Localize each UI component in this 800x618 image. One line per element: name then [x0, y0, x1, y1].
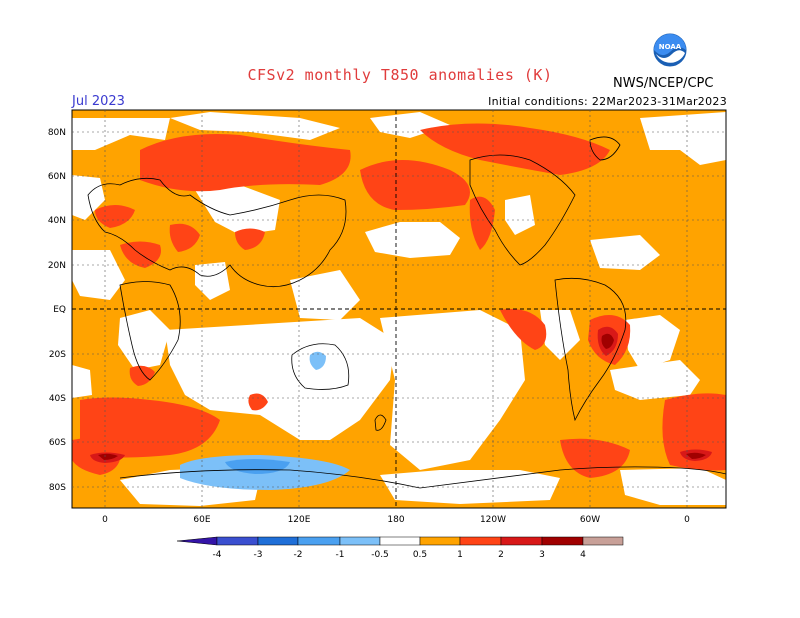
- lon-label: 120W: [480, 515, 506, 525]
- colorbar-tick-label: 3: [539, 550, 545, 560]
- colorbar-tick-label: 0.5: [413, 550, 427, 560]
- lon-label: 60E: [193, 515, 210, 525]
- lat-label: 20N: [48, 261, 66, 271]
- longitude-labels: 0 60E 120E 180 120W 60W 0: [102, 515, 690, 525]
- colorbar-tick-label: 2: [498, 550, 504, 560]
- lat-label: 40S: [49, 394, 66, 404]
- lat-label: 60N: [48, 172, 66, 182]
- very-strong-warm-regions: [98, 333, 706, 460]
- latitude-labels: 80N 60N 40N 20N EQ 20S 40S 60S 80S: [48, 128, 66, 493]
- noaa-logo: NOAA: [652, 32, 688, 68]
- colorbar: [176, 536, 624, 546]
- colorbar-tick-label: -4: [213, 550, 222, 560]
- colorbar-segment: [419, 536, 461, 546]
- coastlines: [87, 136, 726, 489]
- colorbar-segment: [582, 536, 624, 546]
- colorbar-tick-label: -2: [294, 550, 303, 560]
- colorbar-tick-label: 4: [580, 550, 586, 560]
- lon-label: 0: [102, 515, 108, 525]
- lon-label: 0: [684, 515, 690, 525]
- logo-text: NOAA: [659, 43, 682, 51]
- colorbar-segment: [379, 536, 421, 546]
- lon-label: 120E: [288, 515, 311, 525]
- lat-label: EQ: [53, 305, 66, 315]
- lat-label: 40N: [48, 216, 66, 226]
- lon-label: 60W: [580, 515, 600, 525]
- lon-label: 180: [387, 515, 404, 525]
- colorbar-segment: [257, 536, 299, 546]
- graticule: [72, 110, 726, 508]
- colorbar-segment: [500, 536, 543, 546]
- lat-label: 20S: [49, 350, 66, 360]
- colorbar-tick-label: -0.5: [371, 550, 389, 560]
- colorbar-segment: [339, 536, 381, 546]
- colorbar-segment: [459, 536, 502, 546]
- lat-label: 80N: [48, 128, 66, 138]
- equator-dateline: [72, 110, 726, 508]
- colorbar-tick-label: -3: [254, 550, 263, 560]
- page-title: CFSv2 monthly T850 anomalies (K): [247, 66, 553, 84]
- initial-conditions: Initial conditions: 22Mar2023-31Mar2023: [488, 95, 727, 108]
- colorbar-tick-label: -1: [336, 550, 345, 560]
- lat-label: 60S: [49, 438, 66, 448]
- colorbar-segment: [216, 536, 259, 546]
- valid-month: Jul 2023: [72, 94, 125, 109]
- colorbar-tick-label: 1: [457, 550, 463, 560]
- cool-anomaly-regions: [180, 351, 350, 490]
- colorbar-segment: [541, 536, 584, 546]
- colorbar-tick-labels: -4 -3 -2 -1 -0.5 0.5 1 2 3 4: [213, 550, 587, 560]
- colorbar-segment: [176, 536, 218, 546]
- moderate-warm-regions: [72, 123, 726, 478]
- lat-label: 80S: [49, 483, 66, 493]
- agency-label: NWS/NCEP/CPC: [613, 76, 714, 91]
- colorbar-segment: [297, 536, 341, 546]
